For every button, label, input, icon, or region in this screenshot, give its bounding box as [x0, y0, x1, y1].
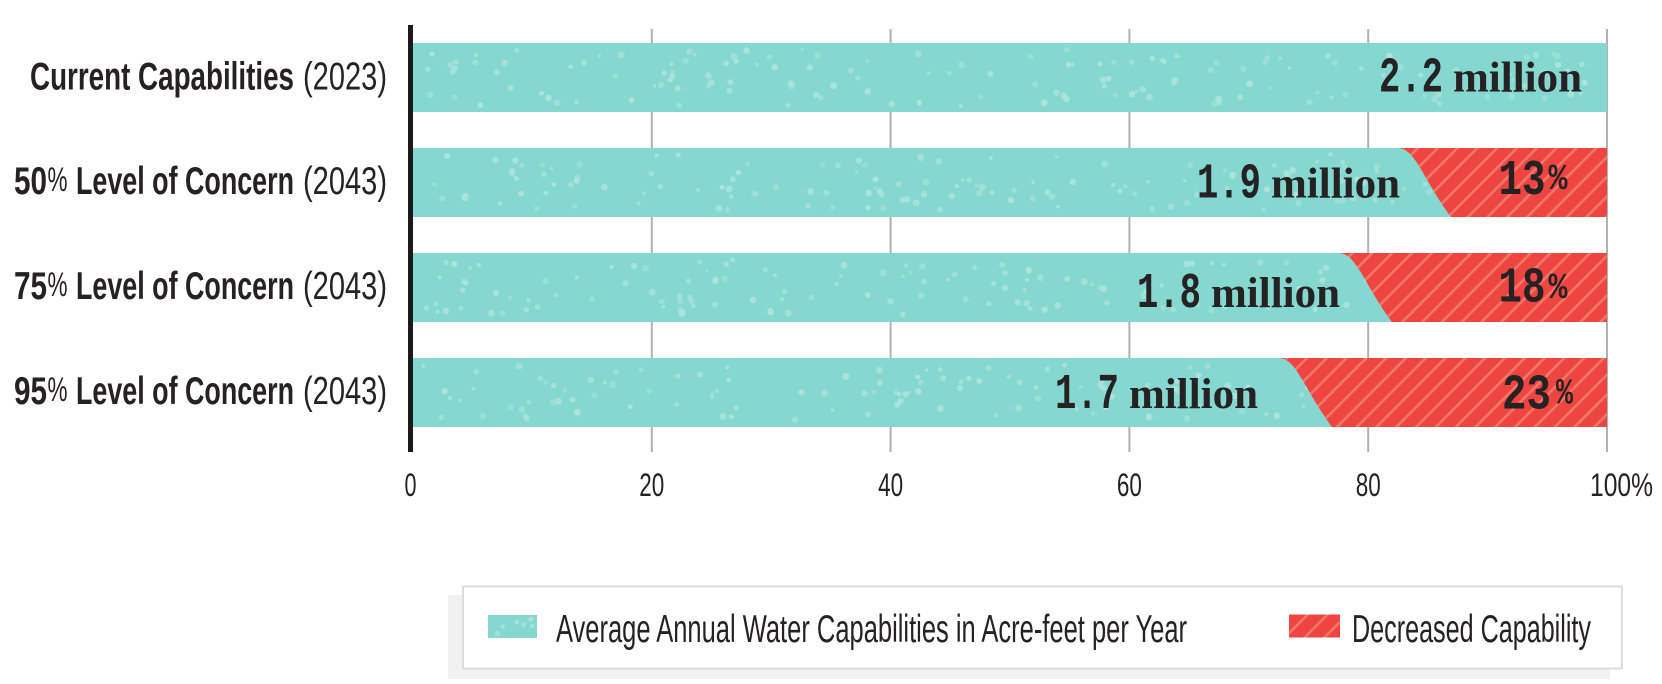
svg-text:80: 80: [1356, 467, 1381, 503]
svg-text:60: 60: [1117, 467, 1142, 503]
svg-text:(2043): (2043): [303, 265, 387, 308]
svg-text:75: 75: [14, 265, 47, 308]
svg-text:million: million: [1211, 270, 1340, 317]
svg-text:%: %: [48, 161, 68, 199]
svg-text:%: %: [1549, 268, 1568, 309]
svg-text:Average Annual Water Capabilit: Average Annual Water Capabilities in Acr…: [556, 608, 1187, 651]
svg-text:20: 20: [639, 467, 664, 503]
svg-text:23: 23: [1502, 368, 1551, 425]
svg-text:(2043): (2043): [303, 160, 387, 203]
svg-text:million: million: [1271, 161, 1400, 208]
svg-text:13: 13: [1499, 153, 1546, 210]
svg-text:million: million: [1453, 55, 1582, 102]
svg-text:%: %: [1549, 159, 1568, 200]
svg-text:Level of Concern: Level of Concern: [76, 265, 294, 308]
svg-text:million: million: [1129, 371, 1258, 418]
svg-text:(2043): (2043): [303, 370, 387, 413]
svg-text:%: %: [48, 266, 68, 304]
svg-text:Current Capabilities: Current Capabilities: [30, 56, 294, 99]
svg-text:50: 50: [14, 160, 47, 203]
svg-text:40: 40: [878, 467, 903, 503]
svg-text:0: 0: [405, 467, 417, 503]
svg-text:1.8: 1.8: [1137, 266, 1201, 323]
svg-text:Level of Concern: Level of Concern: [76, 160, 294, 203]
svg-text:Decreased Capability: Decreased Capability: [1352, 608, 1591, 651]
svg-text:100%: 100%: [1590, 467, 1653, 503]
svg-text:1.7: 1.7: [1055, 367, 1119, 424]
svg-text:18: 18: [1499, 261, 1546, 318]
svg-text:%: %: [1556, 374, 1573, 415]
svg-text:(2023): (2023): [303, 56, 387, 99]
svg-text:1.9: 1.9: [1197, 157, 1261, 214]
svg-text:2.2: 2.2: [1379, 51, 1443, 108]
svg-text:%: %: [48, 371, 68, 409]
svg-text:95: 95: [14, 370, 47, 413]
svg-text:Level of Concern: Level of Concern: [76, 370, 294, 413]
